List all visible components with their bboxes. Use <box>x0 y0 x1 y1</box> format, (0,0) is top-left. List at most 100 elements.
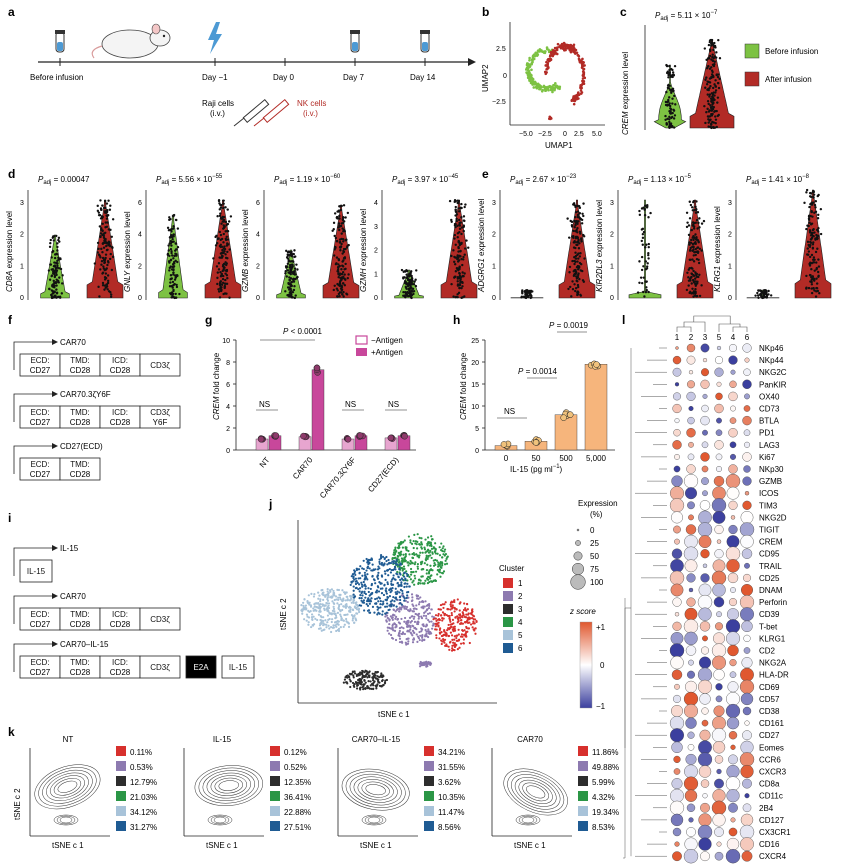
marker-dot <box>670 486 685 501</box>
arrow-head-icon <box>52 545 58 551</box>
tsne-point <box>410 593 414 596</box>
data-point <box>754 294 757 297</box>
data-point <box>221 248 224 252</box>
data-point <box>667 87 671 90</box>
data-point <box>670 116 673 120</box>
zscore-tick: 0 <box>600 661 605 670</box>
marker-dot <box>715 392 723 401</box>
tsne-point <box>443 550 446 553</box>
tsne-point <box>410 599 413 603</box>
data-point <box>226 222 230 226</box>
tsne-point <box>409 539 412 542</box>
tsne-point <box>394 587 397 590</box>
legend-g: −Antigen +Antigen <box>355 335 403 357</box>
tsne-point <box>380 679 384 683</box>
data-point <box>343 273 346 276</box>
tsne-point <box>371 563 374 566</box>
data-point <box>169 274 173 277</box>
data-point <box>220 272 223 276</box>
cluster-swatch <box>116 821 126 831</box>
tsne-point <box>421 551 424 554</box>
tsne-point <box>359 565 362 568</box>
tsne-point <box>335 616 338 619</box>
data-point <box>458 223 461 226</box>
tsne-point <box>409 578 412 581</box>
marker-dot <box>697 667 713 682</box>
data-point <box>402 294 405 297</box>
zscore-tick: +1 <box>596 623 606 632</box>
tsne-point <box>475 620 478 624</box>
data-point <box>692 235 695 238</box>
marker-dot <box>725 546 741 561</box>
marker-dot <box>685 753 697 765</box>
tsne-point <box>400 640 403 643</box>
expression-level-label: 0 <box>590 526 595 535</box>
bar <box>554 414 578 451</box>
density-contour <box>218 780 240 791</box>
data-point <box>458 283 462 286</box>
marker-dot <box>669 570 685 586</box>
umap-xtick: 0 <box>563 131 567 138</box>
data-point <box>582 214 585 218</box>
marker-dot <box>713 632 726 645</box>
expression-size-dot <box>575 540 581 546</box>
marker-dot <box>673 768 681 775</box>
data-point <box>294 294 297 297</box>
tsne-point <box>455 608 458 611</box>
data-point <box>644 290 648 294</box>
data-point <box>815 290 818 293</box>
tsne-point <box>405 548 408 551</box>
data-point <box>221 269 224 273</box>
data-point <box>711 96 715 99</box>
data-point <box>226 276 229 280</box>
data-point <box>575 243 578 247</box>
data-point <box>413 280 416 283</box>
data-point <box>806 247 809 250</box>
data-point <box>171 295 174 298</box>
data-point <box>671 73 674 77</box>
marker-dot <box>688 817 694 823</box>
tsne-point <box>385 619 388 622</box>
tsne-point <box>441 547 444 550</box>
domain-label: ICD: <box>112 408 128 417</box>
tsne-point <box>416 621 419 624</box>
data-point <box>714 122 717 125</box>
tsne-point <box>452 641 455 644</box>
tsne-points <box>300 533 478 691</box>
data-point <box>286 257 290 260</box>
data-point <box>53 290 56 294</box>
tsne-point <box>345 617 348 621</box>
cluster-percentage: 12.35% <box>284 778 311 787</box>
tsne-point <box>321 588 324 592</box>
marker-label: TIGIT <box>759 526 780 535</box>
contour-xlabel: tSNE c 1 <box>52 841 84 850</box>
raji-route: (i.v.) <box>210 109 225 118</box>
data-point <box>109 293 113 296</box>
data-point <box>668 122 671 126</box>
tsne-point <box>415 633 418 636</box>
data-point <box>665 64 669 68</box>
chart-g-ylabel: CREM fold change <box>212 352 221 420</box>
tsne-point <box>404 577 407 580</box>
data-point <box>339 224 343 228</box>
tsne-point <box>359 593 362 597</box>
data-point <box>643 208 646 211</box>
data-point <box>691 209 694 212</box>
data-point <box>576 273 580 277</box>
tsne-point <box>466 613 470 616</box>
data-point <box>694 253 697 257</box>
data-point <box>50 256 53 259</box>
marker-dot <box>715 622 724 631</box>
data-point <box>458 272 461 275</box>
data-point <box>690 206 694 209</box>
data-point <box>103 211 107 215</box>
data-point <box>289 284 292 288</box>
data-point <box>803 201 806 205</box>
data-point <box>715 51 718 54</box>
tsne-point <box>363 609 366 612</box>
tsne-point <box>352 676 355 679</box>
tsne-point <box>432 547 436 550</box>
data-point <box>814 206 817 209</box>
data-point <box>97 213 101 217</box>
